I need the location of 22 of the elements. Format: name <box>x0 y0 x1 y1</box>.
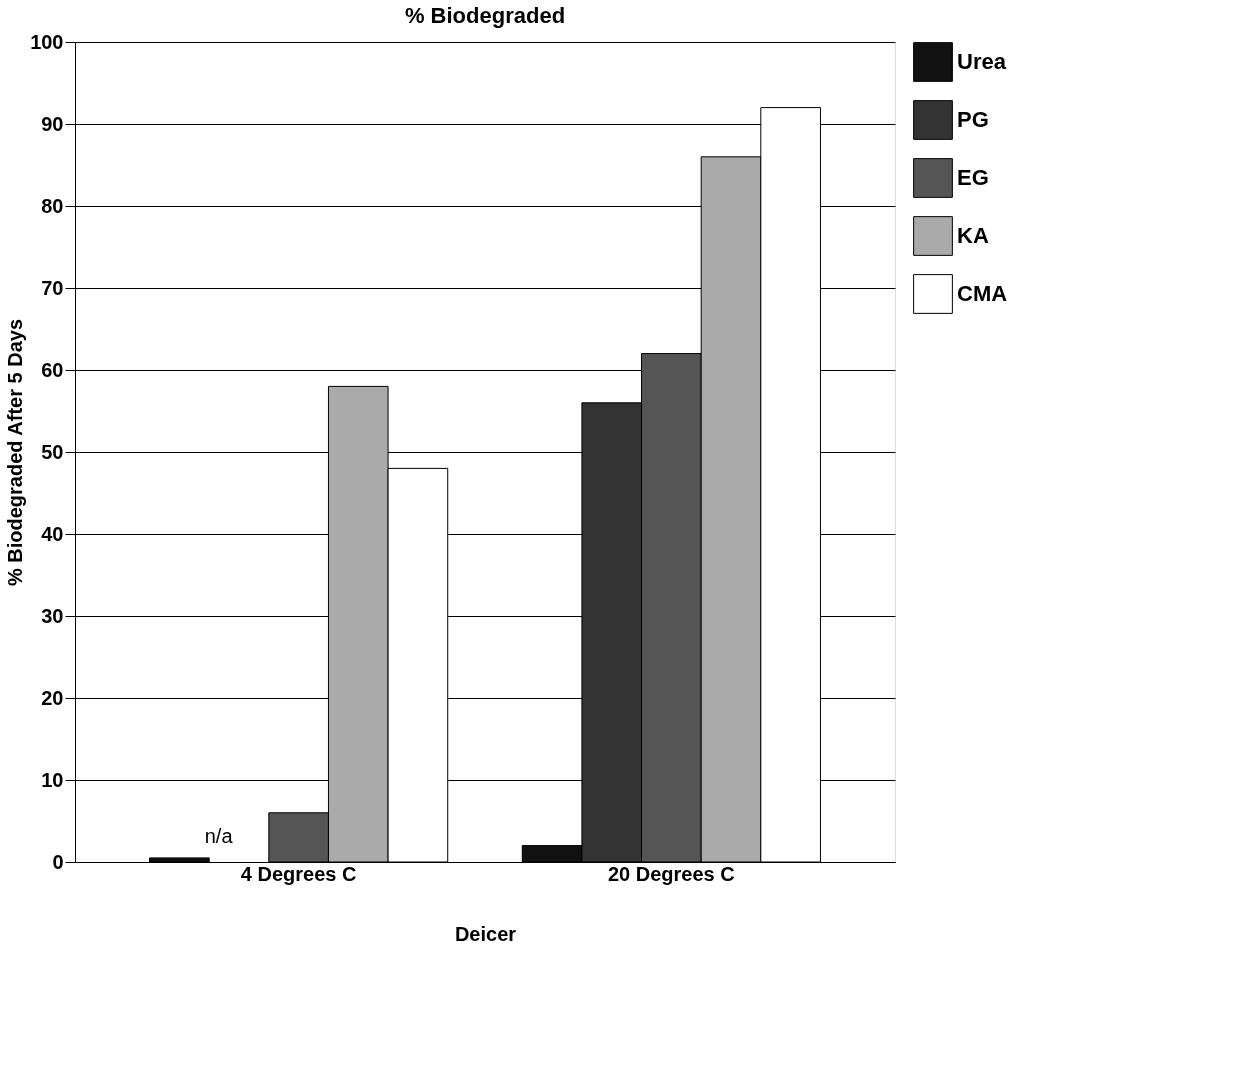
annotation: n/a <box>204 825 234 847</box>
x-axis-title: Deicer <box>454 922 517 945</box>
y-tick-label: 50 <box>41 440 64 463</box>
x-tick-label: 20 Degrees C <box>607 862 735 885</box>
y-tick-label: 90 <box>41 112 64 135</box>
y-tick-label: 20 <box>41 686 64 709</box>
legend-label: CMA <box>957 281 1008 306</box>
legend-label: KA <box>957 223 989 248</box>
y-tick-label: 0 <box>52 850 64 873</box>
legend-label: Urea <box>957 49 1007 74</box>
y-tick-label: 70 <box>41 276 64 299</box>
y-tick-label: 30 <box>41 604 64 627</box>
chart-title: % Biodegraded <box>404 3 566 28</box>
y-tick-label: 80 <box>41 194 64 217</box>
y-tick-label: 10 <box>41 768 64 791</box>
x-tick-label: 4 Degrees C <box>240 862 357 885</box>
y-tick-label: 40 <box>41 522 64 545</box>
legend-label: EG <box>957 165 989 190</box>
y-axis-title: % Biodegraded After 5 Days <box>4 318 27 587</box>
y-tick-label: 60 <box>41 358 64 381</box>
y-tick-label: 100 <box>30 30 64 53</box>
legend-label: PG <box>957 107 989 132</box>
